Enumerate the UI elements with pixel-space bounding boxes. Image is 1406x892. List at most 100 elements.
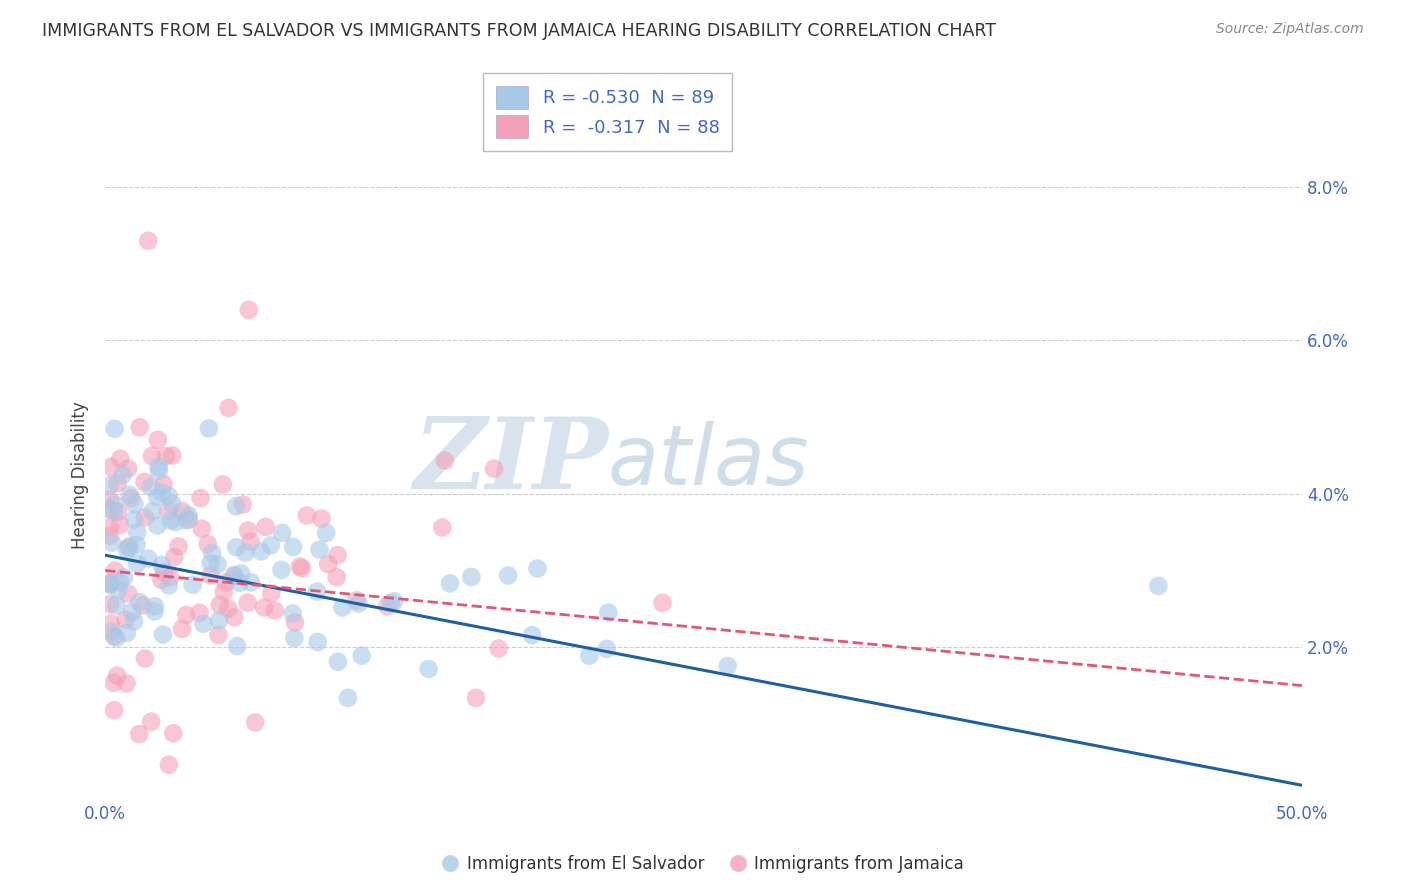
Point bbox=[207, 628, 229, 642]
Text: ZIP: ZIP bbox=[413, 413, 607, 510]
Point bbox=[350, 648, 373, 663]
Point bbox=[308, 542, 330, 557]
Point bbox=[118, 541, 141, 555]
Point bbox=[103, 703, 125, 717]
Point bbox=[98, 520, 121, 534]
Point bbox=[224, 610, 246, 624]
Point bbox=[162, 726, 184, 740]
Point bbox=[238, 302, 260, 317]
Point bbox=[315, 525, 337, 540]
Point bbox=[288, 559, 311, 574]
Point bbox=[117, 540, 139, 554]
Point bbox=[98, 478, 121, 492]
Point bbox=[1147, 579, 1170, 593]
Point bbox=[382, 594, 405, 608]
Point bbox=[311, 511, 333, 525]
Point bbox=[107, 505, 129, 519]
Point bbox=[103, 504, 125, 518]
Point bbox=[198, 421, 221, 435]
Point bbox=[217, 601, 239, 615]
Point bbox=[118, 487, 141, 501]
Point bbox=[307, 584, 329, 599]
Point bbox=[228, 575, 250, 590]
Point bbox=[380, 596, 402, 610]
Point bbox=[134, 475, 156, 489]
Point bbox=[295, 508, 318, 523]
Point bbox=[105, 599, 128, 613]
Point bbox=[326, 548, 349, 562]
Point bbox=[105, 631, 128, 645]
Point bbox=[120, 491, 142, 506]
Point bbox=[157, 489, 180, 503]
Point bbox=[177, 512, 200, 526]
Point bbox=[117, 461, 139, 475]
Point bbox=[117, 586, 139, 600]
Point bbox=[218, 401, 240, 415]
Point bbox=[150, 486, 173, 500]
Point bbox=[108, 575, 131, 590]
Point bbox=[201, 546, 224, 560]
Point bbox=[110, 451, 132, 466]
Point bbox=[155, 449, 177, 463]
Point bbox=[598, 606, 620, 620]
Point bbox=[245, 715, 267, 730]
Point bbox=[284, 615, 307, 630]
Y-axis label: Hearing Disability: Hearing Disability bbox=[72, 401, 89, 549]
Point bbox=[578, 648, 600, 663]
Point bbox=[142, 504, 165, 518]
Point bbox=[100, 616, 122, 631]
Point bbox=[239, 534, 262, 549]
Point bbox=[236, 524, 259, 538]
Point bbox=[139, 480, 162, 494]
Point bbox=[163, 550, 186, 565]
Point bbox=[336, 690, 359, 705]
Point bbox=[307, 635, 329, 649]
Point bbox=[197, 537, 219, 551]
Point bbox=[98, 492, 121, 507]
Point bbox=[465, 690, 488, 705]
Point bbox=[188, 606, 211, 620]
Point bbox=[172, 504, 194, 518]
Point bbox=[104, 498, 127, 512]
Point bbox=[200, 556, 222, 570]
Point bbox=[108, 517, 131, 532]
Point bbox=[191, 522, 214, 536]
Point bbox=[212, 585, 235, 599]
Point bbox=[136, 551, 159, 566]
Point bbox=[253, 600, 276, 615]
Point bbox=[141, 449, 163, 463]
Point bbox=[596, 641, 619, 656]
Point bbox=[141, 714, 163, 729]
Point bbox=[103, 629, 125, 643]
Text: IMMIGRANTS FROM EL SALVADOR VS IMMIGRANTS FROM JAMAICA HEARING DISABILITY CORREL: IMMIGRANTS FROM EL SALVADOR VS IMMIGRANT… bbox=[42, 22, 997, 40]
Point bbox=[115, 543, 138, 558]
Point bbox=[98, 576, 121, 591]
Point bbox=[225, 541, 247, 555]
Point bbox=[150, 573, 173, 587]
Point bbox=[146, 433, 169, 447]
Point bbox=[215, 575, 238, 590]
Point bbox=[146, 490, 169, 504]
Point bbox=[159, 514, 181, 528]
Point bbox=[271, 525, 294, 540]
Point bbox=[98, 502, 121, 516]
Point bbox=[250, 544, 273, 558]
Point bbox=[433, 453, 456, 467]
Point bbox=[148, 464, 170, 478]
Point bbox=[254, 520, 277, 534]
Point bbox=[111, 467, 134, 482]
Point bbox=[170, 622, 193, 636]
Point bbox=[208, 614, 231, 628]
Point bbox=[98, 597, 121, 611]
Point bbox=[114, 613, 136, 627]
Point bbox=[160, 449, 183, 463]
Point bbox=[325, 570, 347, 584]
Point bbox=[283, 631, 305, 645]
Point bbox=[112, 570, 135, 584]
Point bbox=[122, 615, 145, 629]
Point bbox=[115, 676, 138, 690]
Point bbox=[177, 508, 200, 522]
Point bbox=[232, 498, 254, 512]
Legend: R = -0.530  N = 89, R =  -0.317  N = 88: R = -0.530 N = 89, R = -0.317 N = 88 bbox=[484, 73, 733, 151]
Point bbox=[347, 597, 370, 611]
